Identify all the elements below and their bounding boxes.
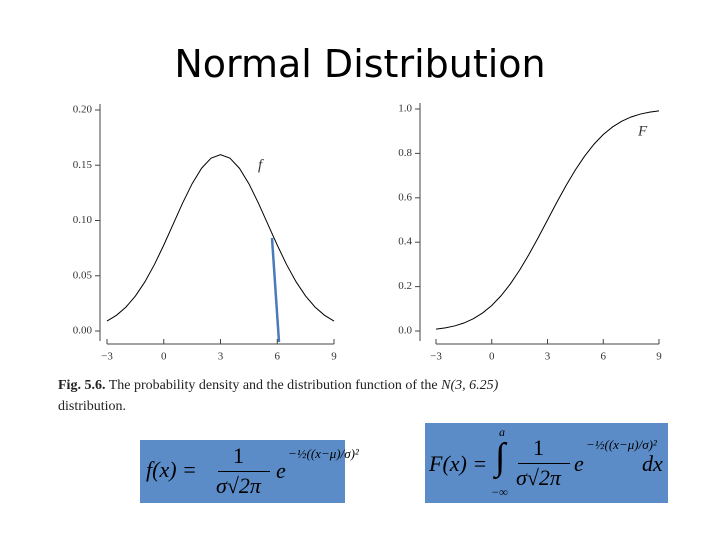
caption-prefix: Fig. 5.6.: [58, 378, 106, 393]
slide-title: Normal Distribution: [174, 42, 546, 86]
x-tick-label: 0: [489, 351, 495, 363]
formula-base: e: [574, 451, 584, 476]
curve-label: f: [258, 157, 264, 173]
y-tick-label: 0.20: [73, 104, 93, 116]
y-tick-label: 0.15: [73, 159, 93, 171]
x-tick-label: 3: [218, 351, 224, 363]
formula-denominator: σ√2π: [516, 465, 561, 490]
y-tick-label: 1.0: [398, 103, 412, 115]
x-tick-label: −3: [430, 351, 442, 363]
formula-lhs: f(x) =: [146, 457, 197, 482]
formula-numerator: 1: [233, 443, 244, 468]
y-tick-label: 0.8: [398, 147, 412, 159]
y-tick-label: 0.05: [73, 269, 93, 281]
y-tick-label: 0.2: [398, 280, 412, 292]
caption-notation: N(3, 6.25): [441, 378, 499, 393]
x-tick-label: 3: [545, 351, 551, 363]
y-tick-label: 0.0: [398, 325, 412, 337]
x-tick-label: 6: [275, 351, 281, 363]
caption-line: Fig. 5.6. The probability density and th…: [58, 378, 498, 394]
curve: [106, 154, 335, 322]
formula-box: f(x) = 1 σ√2π e −½((x−μ)/σ)²: [140, 440, 359, 503]
curve-label: F: [637, 123, 648, 139]
y-tick-label: 0.10: [73, 214, 93, 226]
y-tick-label: 0.00: [73, 325, 93, 337]
formula-denominator: σ√2π: [216, 473, 261, 498]
formula-numerator: 1: [533, 435, 544, 460]
formula-differential: dx: [642, 451, 663, 476]
y-tick-label: 0.6: [398, 191, 412, 203]
y-tick-label: 0.4: [398, 236, 412, 248]
x-tick-label: −3: [101, 351, 113, 363]
formula-exponent: −½((x−μ)/σ)²: [586, 437, 657, 452]
formula-upper: a: [499, 425, 505, 439]
annotation-line: [270, 237, 281, 343]
formula-exponent: −½((x−μ)/σ)²: [288, 446, 359, 461]
curve: [435, 110, 660, 330]
caption-line: distribution.: [58, 399, 127, 414]
x-tick-label: 6: [601, 351, 607, 363]
x-tick-label: 9: [331, 351, 337, 363]
formula-base: e: [276, 458, 286, 483]
formula-lhs: F(x) =: [429, 451, 488, 476]
formula-lower: −∞: [491, 485, 508, 499]
x-tick-label: 9: [656, 351, 662, 363]
caption-text: The probability density and the distribu…: [108, 378, 438, 393]
x-tick-label: 0: [161, 351, 167, 363]
formula-integral: ∫: [495, 436, 506, 478]
formula-box: F(x) = ∫ a −∞ 1 σ√2π e −½((x−μ)/σ)² dx: [425, 423, 668, 503]
